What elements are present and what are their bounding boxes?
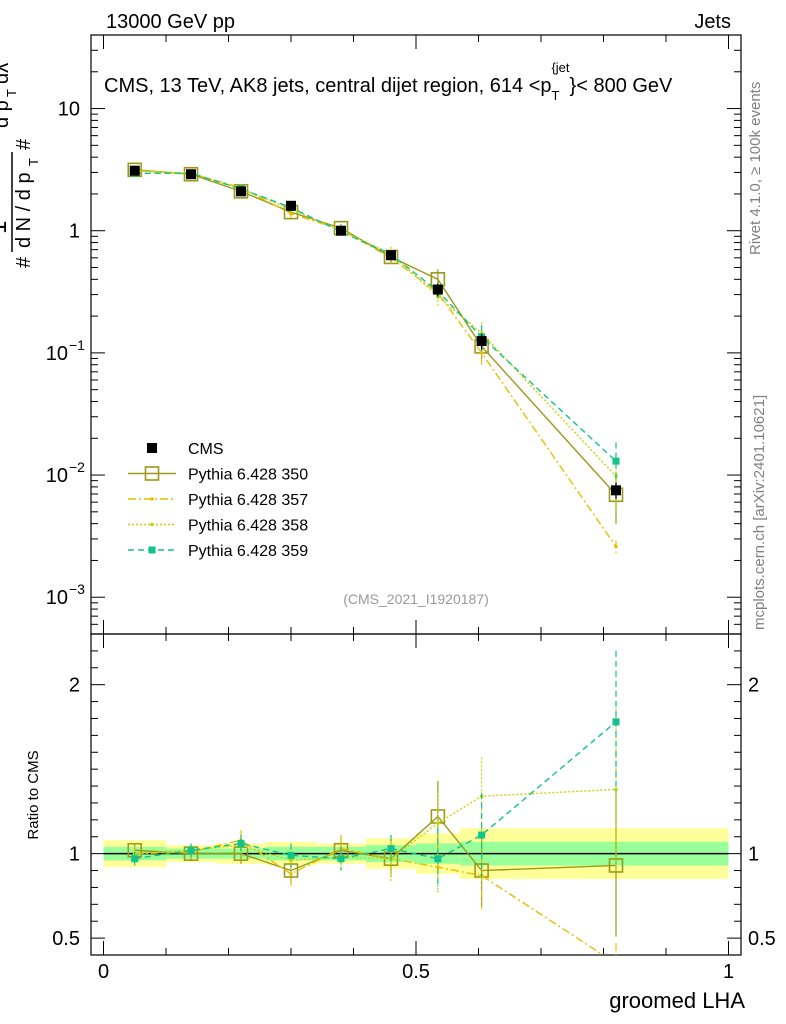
ratio-series-point-4 [612,718,620,726]
legend-marker-3 [150,522,154,527]
plot-title-sup: {jet [551,60,569,75]
ratio-y-tick-label: 0.5 [52,928,80,950]
cms-data-point [236,186,246,197]
svg-text:1: 1 [0,221,12,234]
svg-text:#: # [13,138,35,150]
main-y-tick-exponent: −1 [69,337,85,353]
main-y-tick-label: 10 [46,343,68,365]
main-series-point-4 [612,457,620,465]
ratio-series-point-2 [614,962,618,966]
ratio-series-point-3 [289,858,293,863]
ratio-series-point-4 [287,851,295,859]
ratio-series-point-4 [337,855,345,863]
ratio-series-point-2 [289,872,293,876]
main-ylabel: # d N / d p T 1 # d p T dλ # d 2 N [0,63,41,268]
ratio-series-point-2 [436,865,440,869]
ratio-series-point-4 [131,855,139,863]
ratio-series-point-4 [237,839,245,847]
legend: CMS Pythia 6.428 350 Pythia 6.428 357 Pythi… [128,441,308,560]
main-y-tick-label: 10 [46,465,68,487]
x-tick-label: 0 [98,961,109,983]
main-series-point-2 [289,211,293,216]
cms-data-point [186,169,196,180]
ratio-series-point-4 [387,845,395,853]
cms-data-point [386,250,396,261]
ratio-series-point-3 [614,787,618,792]
main-y-tick-label: 1 [69,221,80,243]
ratio-y-tick-label-right: 0.5 [748,928,776,950]
main-series-line-4 [134,172,617,462]
x-tick-label: 1 [723,961,734,983]
x-tick-label: 0.5 [402,961,430,983]
main-y-tick-exponent: −3 [69,581,85,597]
x-axis-label: groomed LHA [609,988,745,1013]
legend-label-1: Pythia 6.428 350 [188,467,308,484]
title-group: 13000 GeV pp Jets CMS, 13 TeV, AK8 jets,… [0,11,768,1013]
cms-data-point [432,284,443,295]
cms-data-point [286,200,296,211]
legend-label-cms: CMS [188,441,224,458]
svg-text:d p: d p [0,100,13,128]
svg-text:T: T [26,158,41,166]
side-mcplots: mcplots.cern.ch [arXiv:2401.10621] [751,395,768,630]
main-y-tick-label: 10 [58,99,80,121]
svg-text:T: T [4,89,19,97]
header-right: Jets [694,11,731,33]
plot-title: CMS, 13 TeV, AK8 jets, central dijet reg… [104,60,673,103]
ratio-y-tick-label: 2 [69,675,80,697]
ratio-series-point-4 [187,846,195,854]
analysis-id: (CMS_2021_I1920187) [343,591,489,607]
legend-label-2: Pythia 6.428 357 [188,492,308,509]
svg-text:#: # [13,256,35,268]
legend-marker-cms [147,443,157,453]
ratio-y-tick-label: 1 [69,844,80,866]
ratio-ylabel: Ratio to CMS [25,750,42,839]
plot-title-tail: }< 800 GeV [570,75,674,97]
legend-marker-4 [148,546,156,554]
ratio-series-point-1 [608,858,624,873]
svg-text:dλ: dλ [0,63,13,84]
svg-text:d N / d p: d N / d p [13,172,35,248]
cms-data-point [611,485,621,496]
ratio-y-tick-label-right: 2 [748,675,759,697]
ratio-series-group [127,650,624,966]
side-rivet: Rivet 4.1.0, ≥ 100k events [747,82,764,255]
header-left: 13000 GeV pp [106,11,235,33]
legend-label-3: Pythia 6.428 358 [188,518,308,535]
cms-data-point [336,225,346,236]
main-y-tick-exponent: −2 [69,459,85,475]
ratio-series-point-4 [478,831,486,839]
main-series-point-2 [479,351,484,355]
ratio-series-point-3 [436,821,440,826]
legend-marker-2 [150,497,154,501]
plot-title-main: CMS, 13 TeV, AK8 jets, central dijet reg… [104,75,552,97]
legend-label-4: Pythia 6.428 359 [188,543,308,560]
ratio-series-point-4 [434,855,442,863]
main-y-tick-label: 10 [46,587,68,609]
ratio-series-line-4 [134,721,617,860]
ratio-axes-box [90,633,742,956]
cms-data-point [476,336,487,347]
legend-marker-1 [144,466,160,481]
plot-title-sub: T [552,88,560,103]
main-series-point-1 [183,166,199,182]
ratio-plot-frame: 0 0.5 1 0.5 0.5 1 1 2 2 [52,633,776,983]
main-series-point-2 [614,544,618,549]
ratio-y-tick-label-right: 1 [748,844,759,866]
cms-data-point [129,165,140,176]
main-series-line-3 [134,169,617,477]
main-series-line-2 [134,170,617,547]
